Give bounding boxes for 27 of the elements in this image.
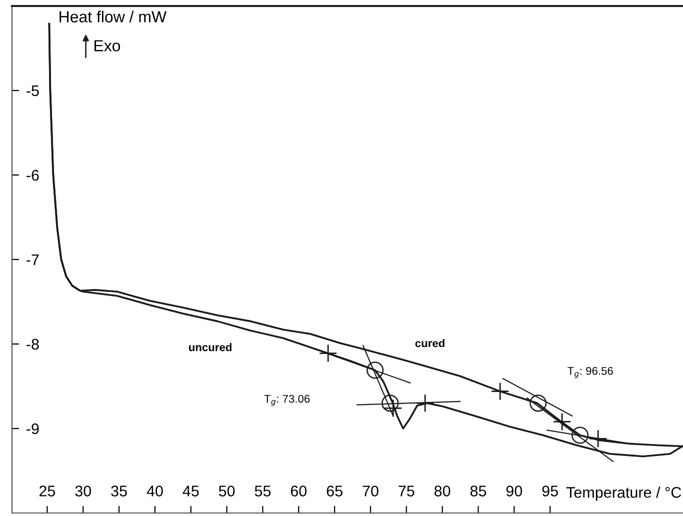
x-tick-label: 40 — [146, 486, 163, 496]
x-tick-label: 50 — [218, 486, 235, 496]
y-tick-label: -8 — [26, 338, 39, 350]
x-tick-label: 55 — [254, 486, 271, 496]
x-tick-label: 75 — [398, 486, 414, 496]
x-tick-label: 35 — [111, 486, 127, 496]
annotation: T$_{g}$: 73.06 — [264, 394, 310, 406]
y-tick-label: -6 — [26, 170, 39, 181]
x-tick-label: 90 — [506, 486, 522, 496]
y-tick-label: -7 — [26, 254, 39, 266]
annotation: T$_{g}$: 96.56 — [568, 366, 613, 378]
x-tick-label: 60 — [290, 486, 307, 496]
annotation: cured — [415, 338, 444, 348]
x-tick-label: 65 — [326, 486, 342, 496]
annotation: uncured — [189, 343, 232, 352]
x-tick-label: 70 — [362, 486, 378, 496]
annotation: Exo — [94, 40, 120, 52]
x-tick-label: 80 — [434, 486, 450, 496]
x-tick-label: 95 — [542, 486, 558, 496]
y-tick-label: -5 — [26, 86, 39, 96]
x-axis-title: Temperature / °C — [566, 486, 682, 501]
y-axis-title: Heat flow / mW — [60, 10, 167, 22]
y-tick-label: -9 — [26, 423, 39, 434]
x-tick-label: 25 — [39, 486, 56, 496]
x-tick-label: 85 — [470, 486, 486, 496]
x-tick-label: 30 — [75, 486, 92, 496]
x-tick-label: 45 — [182, 486, 199, 496]
